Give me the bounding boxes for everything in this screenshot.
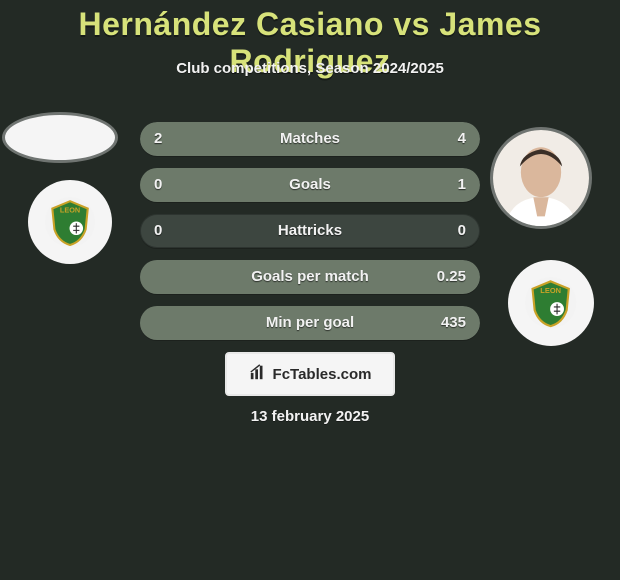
stat-row: 24Matches xyxy=(140,122,480,156)
crest-team-right: LEON xyxy=(508,260,594,346)
stat-label: Matches xyxy=(140,122,480,156)
stat-label: Hattricks xyxy=(140,214,480,248)
svg-text:LEON: LEON xyxy=(541,286,562,295)
stat-label: Goals xyxy=(140,168,480,202)
avatar-player-right xyxy=(493,130,589,226)
stats-rows: 24Matches 01Goals 00Hattricks 0.25Goals per… xyxy=(140,122,480,352)
stat-row: 435Min per goal xyxy=(140,306,480,340)
stat-label: Min per goal xyxy=(140,306,480,340)
page-subtitle: Club competitions, Season 2024/2025 xyxy=(0,60,620,77)
comparison-card: Hernández Casiano vs James Rodriguez Clu… xyxy=(0,0,620,580)
stat-label: Goals per match xyxy=(140,260,480,294)
date-label: 13 february 2025 xyxy=(0,408,620,425)
svg-text:LEON: LEON xyxy=(60,206,80,215)
crest-team-left: LEON xyxy=(28,180,112,264)
stat-row: 0.25Goals per match xyxy=(140,260,480,294)
logo-label: FcTables.com xyxy=(273,366,372,383)
stat-row: 01Goals xyxy=(140,168,480,202)
stat-row: 00Hattricks xyxy=(140,214,480,248)
fctables-logo[interactable]: FcTables.com xyxy=(225,352,395,396)
avatar-player-left xyxy=(5,115,115,160)
bar-chart-icon xyxy=(249,363,267,385)
